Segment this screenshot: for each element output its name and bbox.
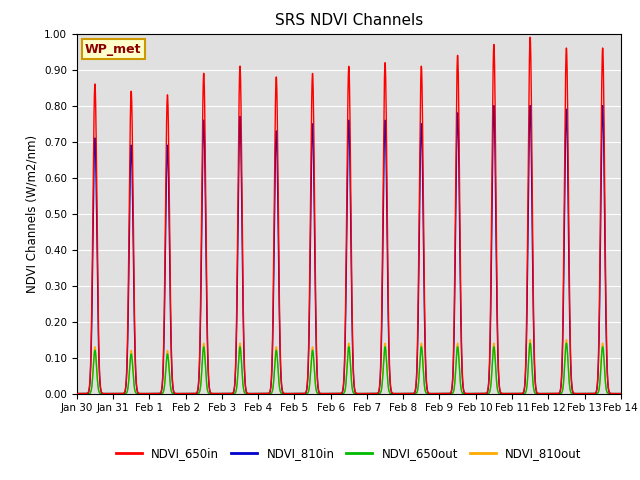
- Title: SRS NDVI Channels: SRS NDVI Channels: [275, 13, 423, 28]
- Y-axis label: NDVI Channels (W/m2/nm): NDVI Channels (W/m2/nm): [26, 134, 38, 293]
- Text: WP_met: WP_met: [85, 43, 141, 56]
- Legend: NDVI_650in, NDVI_810in, NDVI_650out, NDVI_810out: NDVI_650in, NDVI_810in, NDVI_650out, NDV…: [111, 443, 587, 465]
